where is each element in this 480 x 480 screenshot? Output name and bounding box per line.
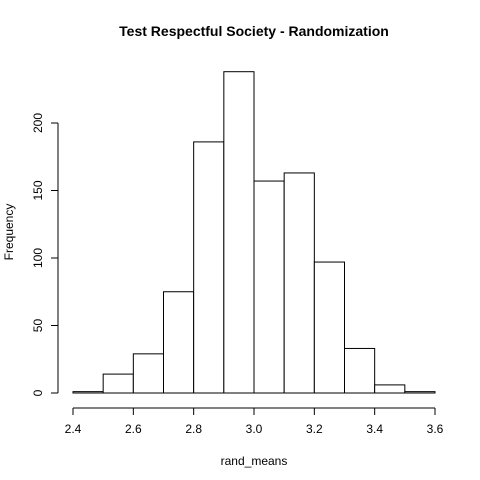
y-tick-label: 100	[31, 248, 45, 268]
histogram-bar	[72, 391, 104, 394]
x-tick-label: 2.6	[125, 422, 142, 436]
x-tick-label: 2.4	[65, 422, 82, 436]
histogram-bar	[223, 71, 255, 394]
y-tick-label: 0	[31, 389, 45, 396]
x-axis-label: rand_means	[221, 454, 288, 468]
histogram-bar	[313, 261, 346, 394]
x-tick-label: 2.8	[185, 422, 202, 436]
histogram-bar	[163, 291, 195, 394]
y-tick-label: 50	[31, 319, 45, 333]
histogram-bar	[344, 347, 376, 394]
histogram-bar	[253, 180, 285, 394]
x-tick-label: 3.6	[427, 422, 444, 436]
histogram-bar	[374, 384, 406, 394]
histogram-bar	[283, 172, 315, 394]
chart-title: Test Respectful Society - Randomization	[119, 23, 389, 39]
histogram-bar	[132, 353, 164, 394]
histogram-bar	[404, 391, 436, 394]
x-tick-label: 3.4	[366, 422, 383, 436]
x-axis: 2.4 2.6 2.8 3.0 3.2 3.4 3.6	[65, 407, 444, 436]
histogram-bar	[102, 373, 134, 394]
x-tick-label: 3.0	[246, 422, 263, 436]
histogram-bar	[193, 141, 225, 394]
y-tick-label: 150	[31, 180, 45, 200]
y-axis-label: Frequency	[2, 204, 16, 261]
y-axis: 0 50 100 150 200	[31, 113, 59, 396]
y-tick-label: 200	[31, 113, 45, 133]
x-tick-label: 3.2	[306, 422, 323, 436]
bars-group	[72, 71, 436, 394]
